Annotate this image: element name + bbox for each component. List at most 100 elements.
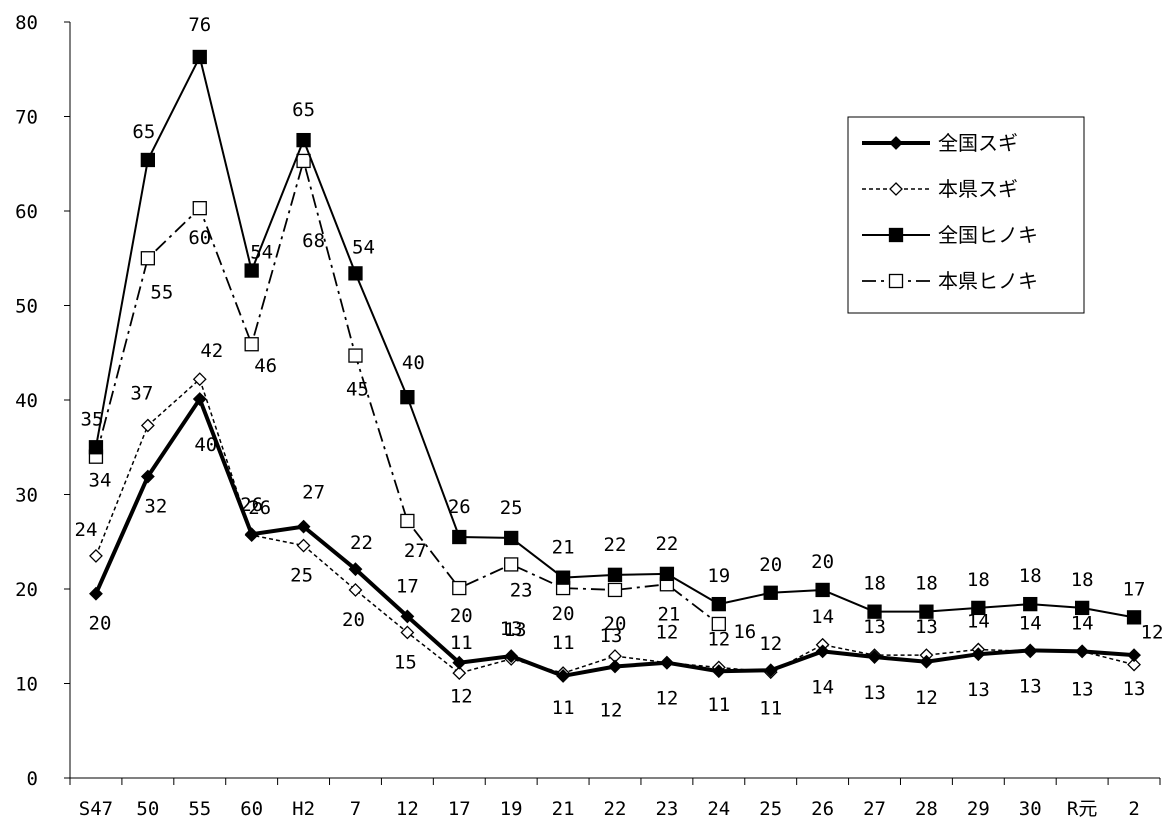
series-2-point bbox=[140, 418, 155, 433]
series-2-data-label: 24 bbox=[75, 519, 98, 541]
series-3-point bbox=[192, 49, 207, 65]
series-2-data-label: 11 bbox=[552, 632, 575, 654]
series-1-point bbox=[815, 644, 830, 659]
series-3-data-label: 65 bbox=[292, 99, 315, 121]
series-3-data-label: 25 bbox=[500, 497, 523, 519]
series-4-data-label: 21 bbox=[657, 603, 680, 625]
series-3-data-label: 26 bbox=[448, 496, 471, 518]
series-2-point bbox=[89, 549, 103, 563]
x-tick-label: H2 bbox=[292, 798, 315, 820]
series-3-point bbox=[504, 530, 519, 546]
y-tick-label: 60 bbox=[15, 201, 38, 223]
series-4-data-label: 45 bbox=[346, 379, 369, 401]
series-3-data-label: 18 bbox=[967, 569, 990, 591]
y-tick-label: 80 bbox=[15, 12, 38, 34]
series-1-data-label: 13 bbox=[1123, 678, 1146, 700]
series-1-data-label: 13 bbox=[863, 682, 886, 704]
series-2-data-label: 11 bbox=[450, 632, 473, 654]
series-1-point bbox=[1127, 648, 1141, 663]
series-4-data-label: 20 bbox=[450, 605, 473, 627]
x-tick-label: 2 bbox=[1128, 798, 1139, 820]
series-2-data-label: 26 bbox=[240, 494, 263, 516]
series-3-point bbox=[659, 566, 675, 582]
series-2-point bbox=[296, 538, 311, 553]
series-4-data-label: 55 bbox=[150, 281, 173, 303]
legend-swatch-marker bbox=[889, 182, 903, 196]
series-1-data-label: 12 bbox=[600, 699, 623, 721]
x-tick-label: 7 bbox=[350, 798, 361, 820]
x-tick-label: 29 bbox=[967, 798, 990, 820]
series-2-point bbox=[1127, 657, 1141, 672]
x-tick-label: 26 bbox=[811, 798, 834, 820]
series-1-point bbox=[556, 669, 571, 683]
series-3-data-label: 54 bbox=[250, 242, 273, 264]
x-tick-label: 12 bbox=[396, 798, 419, 820]
series-3-data-label: 40 bbox=[402, 352, 425, 374]
series-3-point bbox=[1126, 610, 1142, 625]
series-4-point bbox=[607, 582, 623, 598]
series-3-data-label: 18 bbox=[1071, 569, 1094, 591]
series-4-data-label: 68 bbox=[302, 230, 325, 252]
series-2-data-label: 12 bbox=[1141, 622, 1164, 644]
series-1-data-label: 17 bbox=[396, 575, 419, 597]
series-1-point bbox=[711, 664, 726, 679]
series-1-point bbox=[89, 586, 103, 601]
x-tick-label: 30 bbox=[1019, 798, 1042, 820]
series-2-point bbox=[192, 372, 207, 387]
series-2-data-label: 37 bbox=[130, 383, 153, 405]
series-4-data-label: 20 bbox=[604, 613, 627, 635]
series-1-point bbox=[192, 392, 207, 406]
series-1-data-label: 11 bbox=[552, 697, 575, 719]
series-4-point bbox=[140, 251, 156, 266]
x-tick-label: 55 bbox=[188, 798, 211, 820]
y-tick-label: 30 bbox=[15, 485, 38, 507]
data-labels: 35 65 76 54 65 54 40 26 25 21 22 22 19 20 20 18 18 18 18 18… bbox=[75, 14, 1164, 722]
series-2-data-label: 14 bbox=[1019, 612, 1042, 634]
x-tick-label: 25 bbox=[759, 798, 782, 820]
series-3-data-label: 22 bbox=[604, 534, 627, 556]
series-1-data-label: 11 bbox=[759, 697, 782, 719]
y-tick-label: 70 bbox=[15, 107, 38, 129]
x-tick-label: 21 bbox=[552, 798, 575, 820]
series-4-point bbox=[296, 153, 311, 169]
series-2-data-label: 12 bbox=[707, 628, 730, 650]
series-1-data-label: 11 bbox=[707, 694, 730, 716]
series-1-data-label: 13 bbox=[967, 679, 990, 701]
series-3-point bbox=[815, 582, 830, 598]
series-1-point bbox=[763, 663, 778, 678]
series-4-point bbox=[244, 337, 259, 352]
legend-swatch-marker bbox=[888, 227, 904, 243]
y-tick-label: 50 bbox=[15, 296, 38, 318]
series-1-data-label: 13 bbox=[1019, 675, 1042, 697]
series-1-data-label: 12 bbox=[655, 688, 678, 710]
series-4-point bbox=[192, 201, 207, 216]
series-1-data-label: 13 bbox=[504, 619, 527, 641]
x-tick-label: 50 bbox=[136, 798, 159, 820]
x-tick-label: 19 bbox=[500, 798, 523, 820]
series-4-point bbox=[400, 513, 415, 529]
x-tick-label: 27 bbox=[863, 798, 886, 820]
series-3-point bbox=[555, 570, 571, 585]
series-1-point bbox=[348, 562, 363, 577]
series-3-data-label: 18 bbox=[915, 573, 938, 595]
series-1-data-label: 12 bbox=[450, 686, 473, 708]
series-3-data-label: 54 bbox=[352, 236, 375, 258]
x-tick-label: 28 bbox=[915, 798, 938, 820]
series-3-data-label: 18 bbox=[863, 573, 886, 595]
series-4-data-label: 34 bbox=[89, 470, 112, 492]
series-3-point bbox=[971, 600, 986, 616]
legend-box bbox=[847, 116, 1085, 314]
series-2-data-label: 14 bbox=[967, 610, 990, 632]
x-tick-label: R元 bbox=[1067, 798, 1097, 820]
series-3-point bbox=[88, 440, 104, 455]
series-1-data-label: 12 bbox=[915, 687, 938, 709]
series-3-data-label: 19 bbox=[707, 565, 730, 587]
series-1-point bbox=[140, 469, 155, 484]
series-1-point bbox=[244, 527, 259, 542]
series-1-point bbox=[608, 659, 622, 674]
y-tick-label: 10 bbox=[15, 674, 38, 696]
x-tick-label: 22 bbox=[604, 798, 627, 820]
series-2-point bbox=[348, 583, 363, 597]
chart-plot-area bbox=[88, 49, 1142, 683]
